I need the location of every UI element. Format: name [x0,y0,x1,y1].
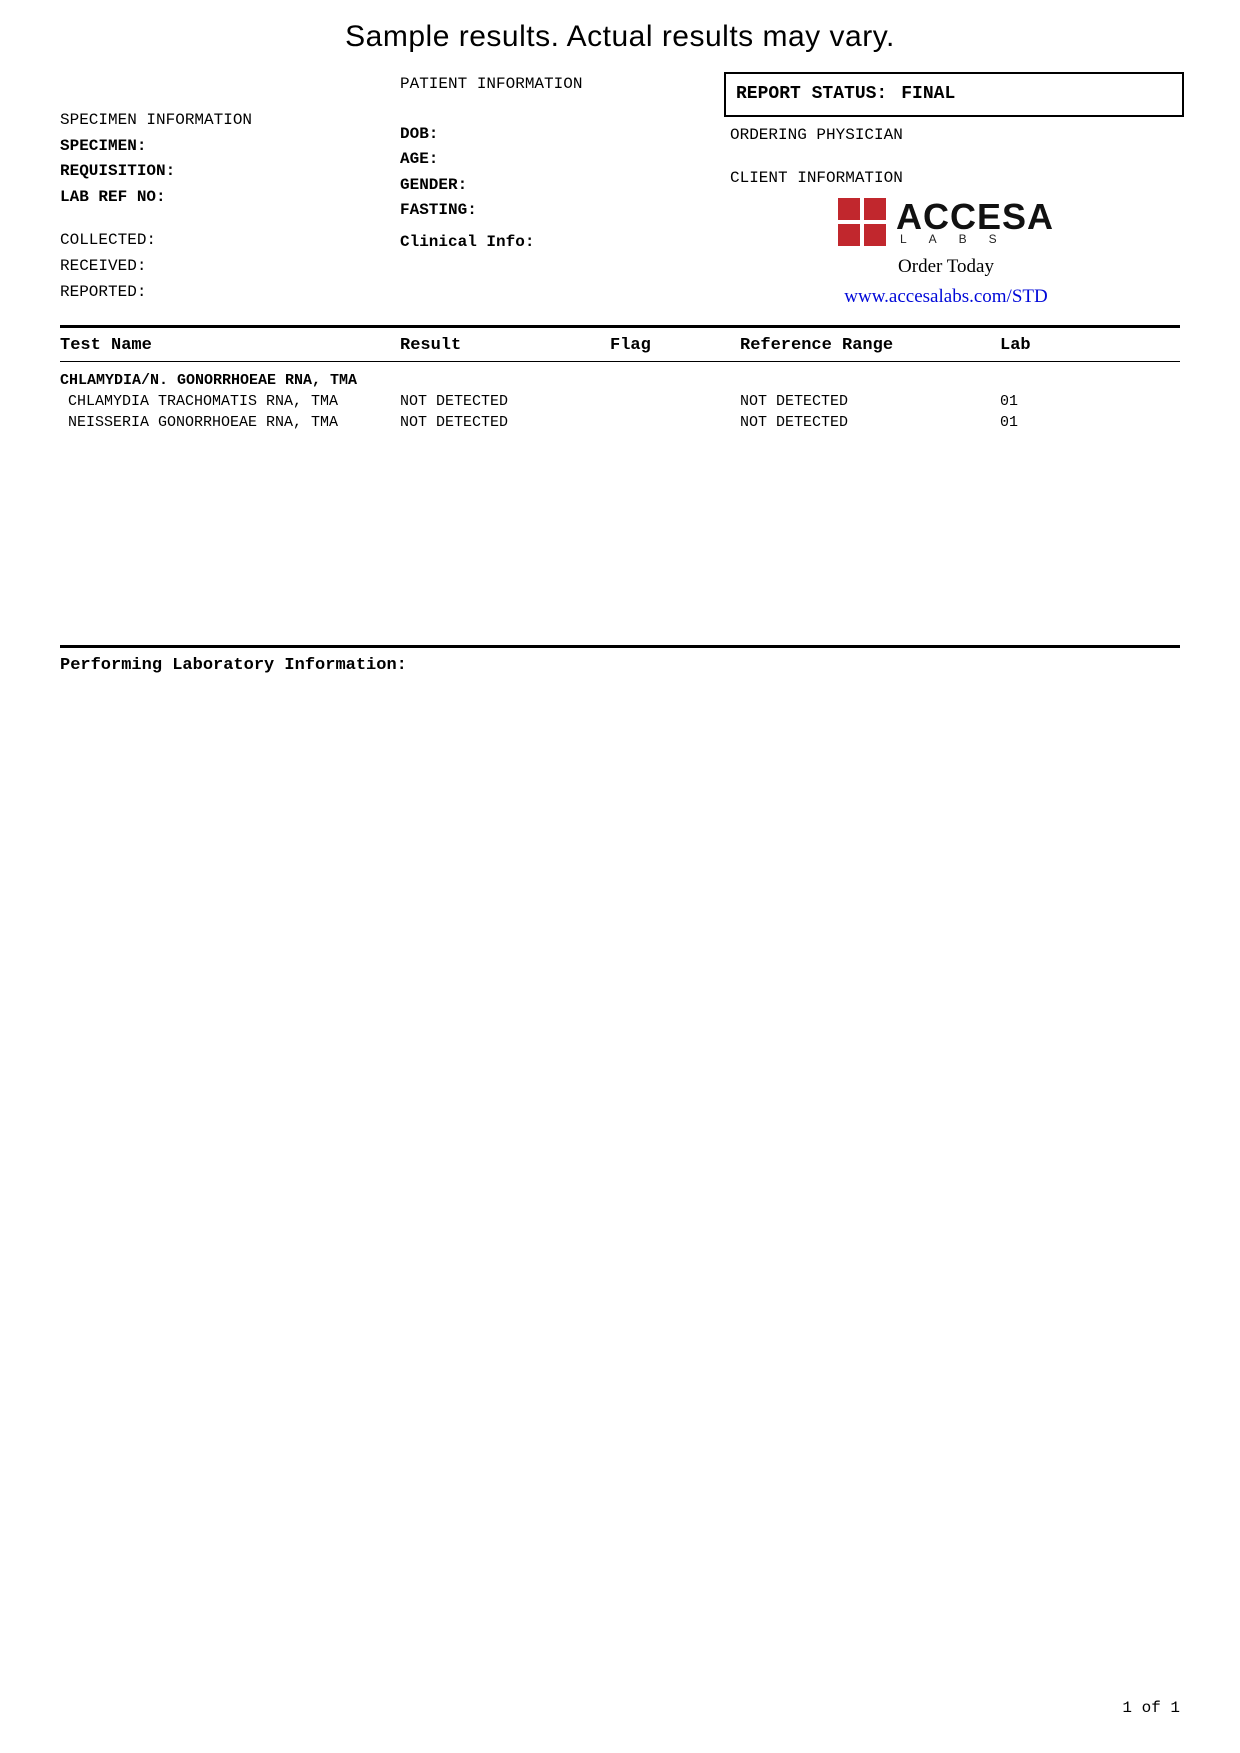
client-info-label: CLIENT INFORMATION [730,166,1180,192]
col-test: Test Name [60,336,400,355]
client-logo: ACCESA LABS [712,198,1180,246]
col-ref: Reference Range [740,336,1000,355]
report-column: REPORT STATUS: FINAL ORDERING PHYSICIAN … [730,72,1180,313]
report-status-box: REPORT STATUS: FINAL [724,72,1184,117]
labref-label: LAB REF NO: [60,185,400,211]
cell-ref: NOT DETECTED [740,393,1000,410]
results-header-row: Test Name Result Flag Reference Range La… [60,334,1180,359]
lab-report-page: Sample results. Actual results may vary.… [0,0,1240,715]
clinical-info-label: Clinical Info: [400,230,730,256]
divider-bottom [60,645,1180,648]
ordering-physician-label: ORDERING PHYSICIAN [730,123,1180,149]
sample-banner: Sample results. Actual results may vary. [60,20,1180,54]
cell-flag [610,414,740,431]
received-label: RECEIVED: [60,254,400,280]
cell-lab: 01 [1000,393,1080,410]
report-status-value: FINAL [901,80,955,109]
cell-flag [610,393,740,410]
report-status-label: REPORT STATUS: [736,80,887,109]
specimen-column: SPECIMEN INFORMATION SPECIMEN: REQUISITI… [60,72,400,313]
table-row: NEISSERIA GONORRHOEAE RNA, TMA NOT DETEC… [60,412,1180,433]
divider-top [60,325,1180,328]
collected-label: COLLECTED: [60,228,400,254]
reported-label: REPORTED: [60,280,400,306]
fasting-label: FASTING: [400,198,730,224]
cell-lab: 01 [1000,414,1080,431]
specimen-label: SPECIMEN: [60,134,400,160]
cell-ref: NOT DETECTED [740,414,1000,431]
specimen-section-label: SPECIMEN INFORMATION [60,108,400,134]
requisition-label: REQUISITION: [60,159,400,185]
gender-label: GENDER: [400,173,730,199]
logo-name: ACCESA [896,199,1054,235]
col-lab: Lab [1000,336,1080,355]
logo-squares-icon [838,198,886,246]
dob-label: DOB: [400,122,730,148]
order-today-text: Order Today [712,252,1180,282]
cell-test: NEISSERIA GONORRHOEAE RNA, TMA [60,414,400,431]
header-grid: SPECIMEN INFORMATION SPECIMEN: REQUISITI… [60,72,1180,313]
performing-lab-label: Performing Laboratory Information: [60,656,1180,675]
panel-name: CHLAMYDIA/N. GONORRHOEAE RNA, TMA [60,368,1180,391]
divider-header [60,361,1180,362]
patient-column: PATIENT INFORMATION DOB: AGE: GENDER: FA… [400,72,730,313]
patient-section-label: PATIENT INFORMATION [400,72,730,98]
logo-subtext: LABS [900,233,1019,245]
cell-result: NOT DETECTED [400,393,610,410]
age-label: AGE: [400,147,730,173]
cell-result: NOT DETECTED [400,414,610,431]
page-number: 1 of 1 [1122,1699,1180,1717]
col-result: Result [400,336,610,355]
cell-test: CHLAMYDIA TRACHOMATIS RNA, TMA [60,393,400,410]
table-row: CHLAMYDIA TRACHOMATIS RNA, TMA NOT DETEC… [60,391,1180,412]
col-flag: Flag [610,336,740,355]
order-link[interactable]: www.accesalabs.com/STD [712,282,1180,312]
